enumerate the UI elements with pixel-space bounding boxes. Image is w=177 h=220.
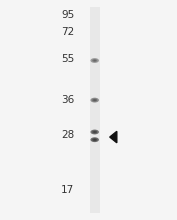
Text: 36: 36 <box>61 95 74 105</box>
Text: 95: 95 <box>61 10 74 20</box>
Ellipse shape <box>90 137 99 142</box>
Ellipse shape <box>92 99 97 102</box>
Polygon shape <box>110 131 117 143</box>
Text: 72: 72 <box>61 27 74 37</box>
Ellipse shape <box>92 59 97 62</box>
Bar <box>90 7 100 213</box>
Ellipse shape <box>90 130 99 134</box>
Ellipse shape <box>93 139 96 140</box>
Text: 28: 28 <box>61 130 74 140</box>
Ellipse shape <box>93 99 96 101</box>
Ellipse shape <box>90 58 99 63</box>
Ellipse shape <box>92 138 97 141</box>
Text: 17: 17 <box>61 185 74 195</box>
Ellipse shape <box>92 130 97 134</box>
Text: 55: 55 <box>61 54 74 64</box>
Ellipse shape <box>93 131 96 133</box>
Ellipse shape <box>93 60 96 61</box>
Ellipse shape <box>90 98 99 103</box>
